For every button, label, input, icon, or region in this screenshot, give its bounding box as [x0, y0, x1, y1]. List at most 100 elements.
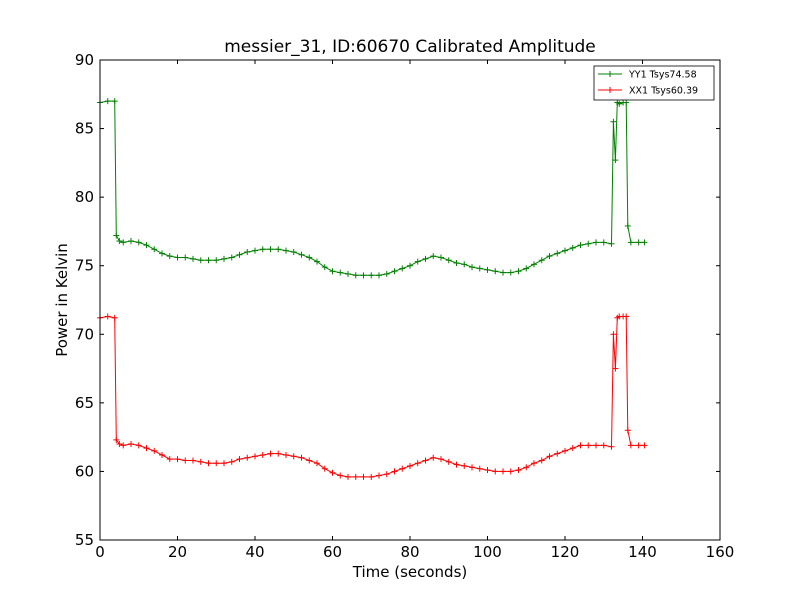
data-point	[515, 467, 522, 474]
data-point	[593, 442, 599, 449]
data-point	[376, 472, 382, 479]
x-tick-label: 60	[323, 543, 342, 561]
data-point	[635, 239, 642, 246]
y-axis-label: Power in Kelvin	[53, 243, 71, 357]
data-point	[562, 447, 568, 454]
axis-ticks: 0 20 40 60 80 100 120 140 160 55 60 65 70 75 80 85 90	[75, 51, 734, 561]
data-point	[422, 457, 429, 464]
y-tick-label: 75	[75, 257, 94, 275]
data-point	[453, 461, 460, 468]
x-axis-label: Time (seconds)	[352, 563, 468, 581]
data-point	[624, 427, 631, 434]
x-tick-label: 0	[95, 543, 105, 561]
data-point	[438, 254, 444, 261]
data-point	[492, 268, 499, 275]
data-point	[221, 460, 227, 467]
data-point	[608, 443, 615, 450]
data-point	[515, 268, 522, 275]
data-point	[407, 262, 413, 269]
data-point	[612, 157, 619, 164]
y-tick-label: 55	[75, 531, 94, 549]
data-point	[159, 451, 165, 458]
data-point	[128, 238, 134, 245]
data-point	[414, 258, 421, 265]
data-point	[360, 473, 367, 480]
data-point	[627, 442, 634, 449]
data-point	[298, 251, 305, 258]
legend: YY1 Tsys74.58 XX1 Tsys60.39	[593, 65, 715, 101]
legend-marker	[607, 87, 613, 93]
data-point	[430, 253, 437, 260]
data-point	[236, 456, 243, 463]
data-point	[476, 265, 483, 272]
data-point	[267, 246, 274, 253]
data-point	[337, 269, 344, 276]
y-tick-label: 85	[75, 120, 94, 138]
x-tick-label: 120	[551, 543, 580, 561]
data-point	[190, 457, 196, 464]
data-point	[314, 460, 320, 467]
data-point	[104, 98, 111, 105]
data-point	[283, 247, 289, 254]
data-point	[321, 465, 328, 472]
data-point	[143, 445, 150, 452]
data-point	[391, 468, 398, 475]
data-point	[205, 460, 212, 467]
data-point	[608, 240, 615, 247]
data-point	[151, 447, 158, 454]
data-point	[641, 239, 648, 246]
x-tick-label: 20	[168, 543, 187, 561]
x-tick-label: 160	[706, 543, 735, 561]
data-point	[422, 255, 429, 262]
data-point	[624, 222, 631, 229]
data-point	[360, 272, 367, 279]
data-point	[182, 254, 189, 261]
data-point	[298, 454, 305, 461]
data-point	[538, 457, 545, 464]
data-point	[275, 246, 282, 253]
data-point	[345, 270, 351, 277]
data-point	[469, 464, 475, 471]
data-point	[453, 259, 460, 266]
data-point	[438, 456, 444, 463]
data-point	[484, 467, 491, 474]
data-point	[275, 450, 282, 457]
data-point	[430, 454, 437, 461]
data-point	[252, 453, 258, 460]
data-point	[445, 458, 452, 465]
data-point	[612, 365, 619, 372]
data-point	[641, 442, 648, 449]
data-point	[610, 331, 617, 338]
data-point	[445, 257, 452, 264]
data-point	[610, 118, 617, 125]
data-point	[120, 239, 127, 246]
data-point	[383, 471, 390, 478]
legend-marker	[607, 71, 613, 77]
x-tick-label: 100	[473, 543, 502, 561]
data-point	[197, 257, 204, 264]
data-point	[120, 442, 127, 449]
data-point	[546, 253, 553, 260]
data-point	[329, 469, 336, 476]
data-point	[143, 242, 150, 249]
data-point	[546, 453, 553, 460]
data-point	[213, 460, 220, 467]
x-tick-label: 40	[245, 543, 264, 561]
data-point	[290, 249, 297, 255]
data-point	[407, 462, 413, 469]
data-point	[166, 456, 173, 463]
data-point	[562, 247, 568, 254]
data-point	[399, 265, 406, 272]
legend-box	[593, 65, 715, 101]
data-point	[205, 257, 212, 264]
data-point	[500, 269, 506, 276]
data-point	[623, 313, 630, 320]
data-point	[174, 254, 181, 261]
data-point	[337, 472, 344, 479]
data-point	[635, 442, 642, 449]
data-point	[190, 255, 196, 262]
data-point	[469, 264, 475, 271]
y-tick-label: 65	[75, 394, 94, 412]
data-point	[228, 254, 235, 261]
data-point	[111, 98, 118, 105]
